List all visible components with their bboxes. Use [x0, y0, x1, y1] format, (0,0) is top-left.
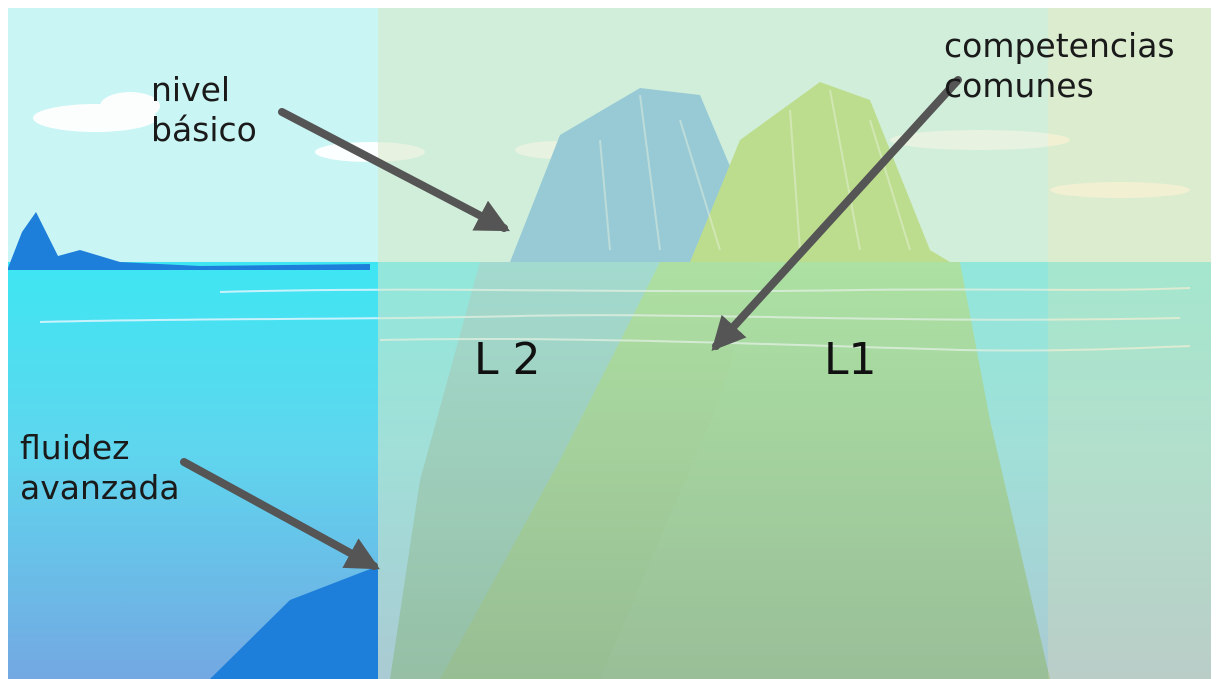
- left-iceberg-base: [210, 566, 378, 679]
- label-nivel-basico-line2: básico: [151, 110, 257, 149]
- left-iceberg-tip: [8, 212, 370, 270]
- arrow-icon: [711, 76, 962, 351]
- label-l1: L1: [824, 334, 877, 385]
- arrow-icon: [278, 108, 510, 232]
- overlay-right: [1048, 8, 1211, 679]
- label-competencias-line2: comunes: [944, 66, 1094, 105]
- label-l2: L 2: [474, 334, 541, 385]
- label-fluidez-line2: avanzada: [20, 468, 180, 507]
- label-nivel-basico-line1: nivel: [151, 70, 231, 109]
- arrow-icon: [180, 458, 380, 570]
- label-competencias-line1: competencias: [944, 26, 1175, 65]
- label-fluidez-line1: fluidez: [20, 428, 130, 467]
